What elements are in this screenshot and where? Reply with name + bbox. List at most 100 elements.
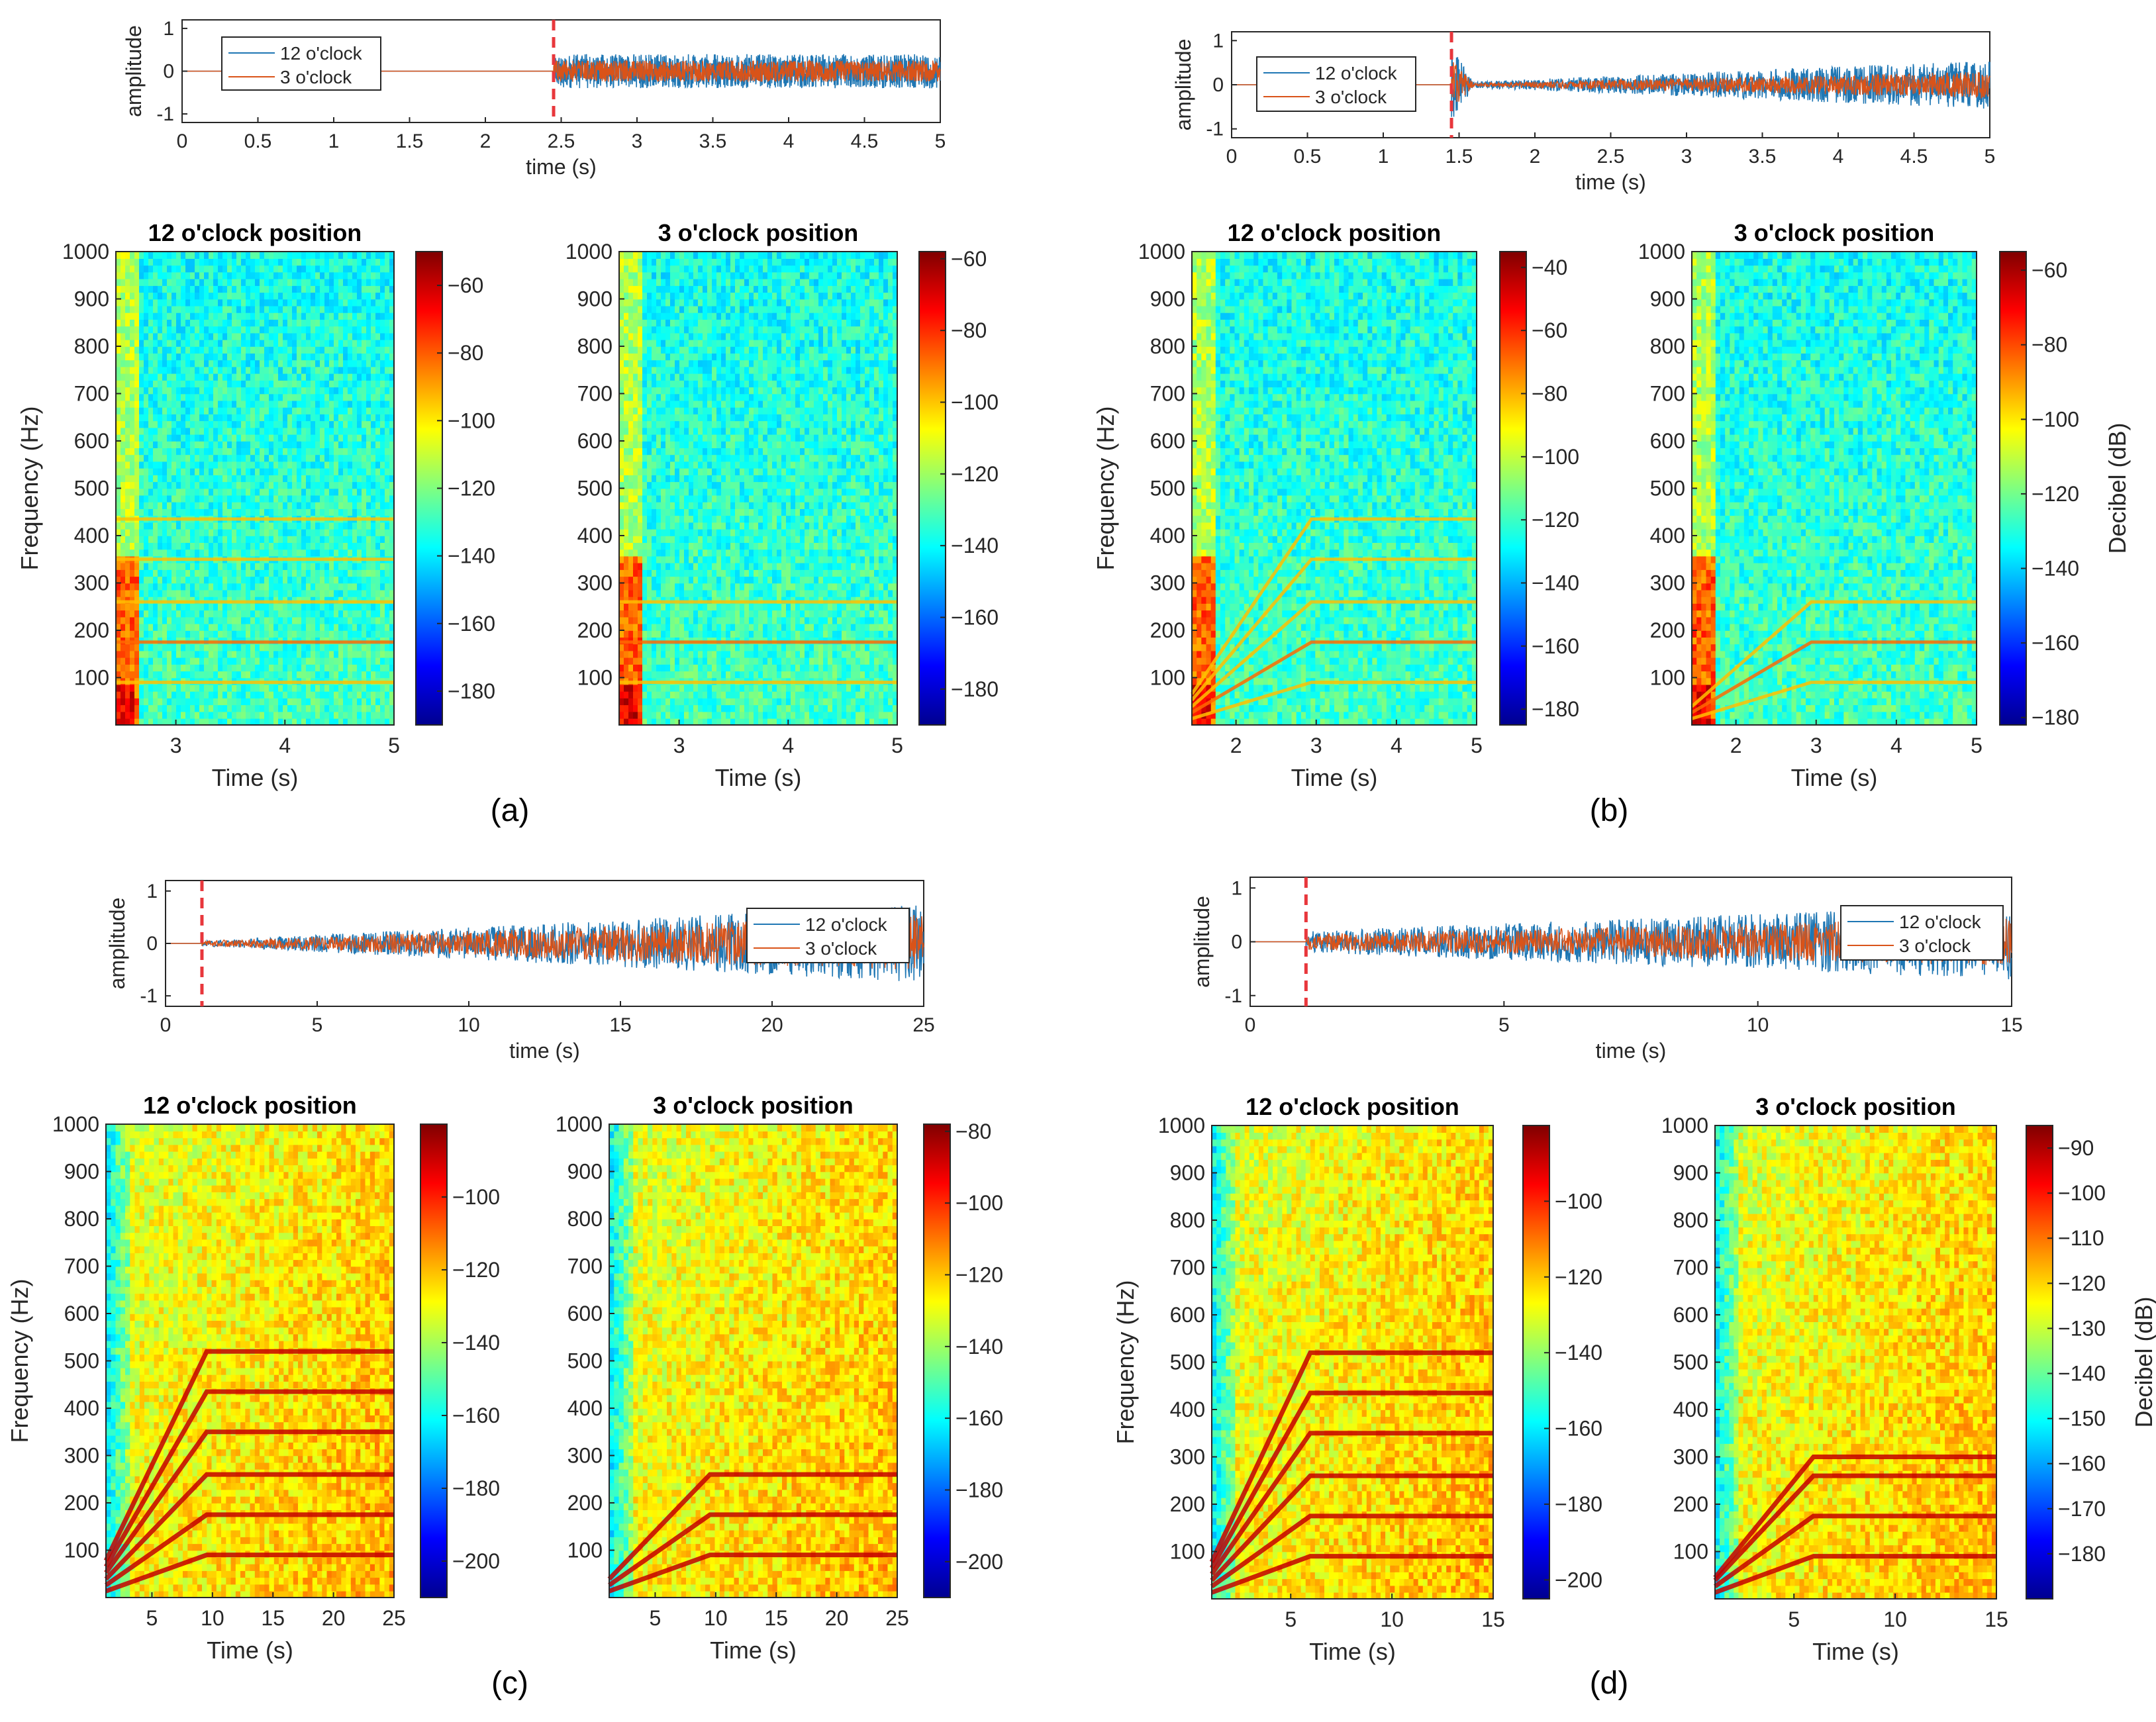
spectrogram-cell xyxy=(167,467,172,475)
spectrogram-cell xyxy=(121,346,126,354)
spectrogram-cell xyxy=(250,326,256,334)
spectrogram-cell xyxy=(144,305,149,313)
spectrogram-cell xyxy=(125,623,130,631)
spectrogram-cell xyxy=(628,698,634,706)
spectrogram-cell xyxy=(148,346,154,354)
spectrogram-cell xyxy=(371,265,376,273)
spectrogram-cell xyxy=(246,461,251,469)
spectrogram-cell xyxy=(283,271,288,279)
spectrogram-cell xyxy=(287,427,293,435)
spectrogram-cell xyxy=(250,441,256,448)
spectrogram-cell xyxy=(172,549,177,557)
spectrogram-cell xyxy=(679,644,685,651)
spectrogram-cell xyxy=(846,718,852,726)
spectrogram-cell xyxy=(116,495,121,502)
spectrogram-cell xyxy=(348,299,353,307)
spectrogram-cell xyxy=(190,549,195,557)
spectrogram-cell xyxy=(172,441,177,448)
spectrogram-cell xyxy=(218,644,223,651)
spectrogram-cell xyxy=(232,448,237,455)
spectrogram-cell xyxy=(879,698,884,706)
spectrogram-cell xyxy=(348,569,353,577)
spectrogram-cell xyxy=(139,650,144,658)
spectrogram-cell xyxy=(329,319,334,327)
spectrogram-cell xyxy=(273,536,279,543)
spectrogram-cell xyxy=(144,467,149,475)
spectrogram-cell xyxy=(315,467,320,475)
spectrogram-cell xyxy=(176,698,181,706)
spectrogram-cell xyxy=(204,299,209,307)
spectrogram-cell xyxy=(343,501,348,509)
spectrogram-cell xyxy=(786,684,791,692)
spectrogram-cell xyxy=(264,414,270,422)
spectrogram-cell xyxy=(116,630,121,638)
spectrogram-cell xyxy=(130,671,135,679)
spectrogram-cell xyxy=(167,542,172,550)
spectrogram-cell xyxy=(385,522,390,530)
spectrogram-cell xyxy=(153,576,158,584)
spectrogram-cell xyxy=(348,576,353,584)
spectrogram-cell xyxy=(139,299,144,307)
spectrogram-cell xyxy=(809,698,814,706)
spectrogram-cell xyxy=(218,305,223,313)
spectrogram-cell xyxy=(352,481,358,489)
spectrogram-cell xyxy=(199,501,205,509)
spectrogram-cell xyxy=(227,339,232,347)
spectrogram-cell xyxy=(116,359,121,367)
spectrogram-cell xyxy=(236,299,242,307)
spectrogram-cell xyxy=(278,305,283,313)
spectrogram-cell xyxy=(389,657,395,665)
spectrogram-cell xyxy=(130,501,135,509)
spectrogram-cell xyxy=(301,488,307,496)
spectrogram-cell xyxy=(315,657,320,665)
spectrogram-cell xyxy=(260,664,265,672)
spectrogram-cell xyxy=(385,657,390,665)
spectrogram-cell xyxy=(255,711,260,719)
spectrogram-cell xyxy=(190,441,195,448)
spectrogram-cell xyxy=(375,589,381,597)
spectrogram-cell xyxy=(301,630,307,638)
spectrogram-cell xyxy=(255,664,260,672)
spectrogram-cell xyxy=(385,373,390,381)
spectrogram-cell xyxy=(791,704,796,712)
spectrogram-cell xyxy=(320,387,325,395)
spectrogram-cell xyxy=(209,671,214,679)
spectrogram-cell xyxy=(176,299,181,307)
spectrogram-cell xyxy=(153,387,158,395)
spectrogram-cell xyxy=(227,393,232,401)
spectrogram-cell xyxy=(647,718,652,726)
spectrogram-cell xyxy=(148,495,154,502)
spectrogram-cell xyxy=(130,583,135,591)
spectrogram-cell xyxy=(172,610,177,618)
spectrogram-cell xyxy=(283,441,288,448)
spectrogram-cell xyxy=(389,332,395,340)
spectrogram-cell xyxy=(260,427,265,435)
spectrogram-cell xyxy=(195,589,200,597)
spectrogram-cell xyxy=(260,305,265,313)
spectrogram-cell xyxy=(176,427,181,435)
spectrogram-cell xyxy=(352,536,358,543)
spectrogram-cell xyxy=(134,271,140,279)
spectrogram-cell xyxy=(707,657,712,665)
spectrogram-cell xyxy=(352,359,358,367)
spectrogram-cell xyxy=(297,562,302,570)
spectrogram-cell xyxy=(348,332,353,340)
spectrogram-cell xyxy=(199,373,205,381)
spectrogram-cell xyxy=(278,299,283,307)
spectrogram-cell xyxy=(883,650,889,658)
spectrogram-cell xyxy=(121,380,126,388)
spectrogram-cell xyxy=(236,644,242,651)
spectrogram-cell xyxy=(144,387,149,395)
spectrogram-cell xyxy=(148,576,154,584)
spectrogram-cell xyxy=(324,718,330,726)
spectrogram-cell xyxy=(264,461,270,469)
spectrogram-cell xyxy=(130,528,135,536)
spectrogram-cell xyxy=(329,508,334,516)
spectrogram-cell xyxy=(334,448,339,455)
spectrogram-cell xyxy=(125,536,130,543)
spectrogram-cell xyxy=(306,488,311,496)
spectrogram-cell xyxy=(642,650,648,658)
spectrogram-cell xyxy=(125,387,130,395)
spectrogram-cell xyxy=(795,704,801,712)
spectrogram-cell xyxy=(121,387,126,395)
